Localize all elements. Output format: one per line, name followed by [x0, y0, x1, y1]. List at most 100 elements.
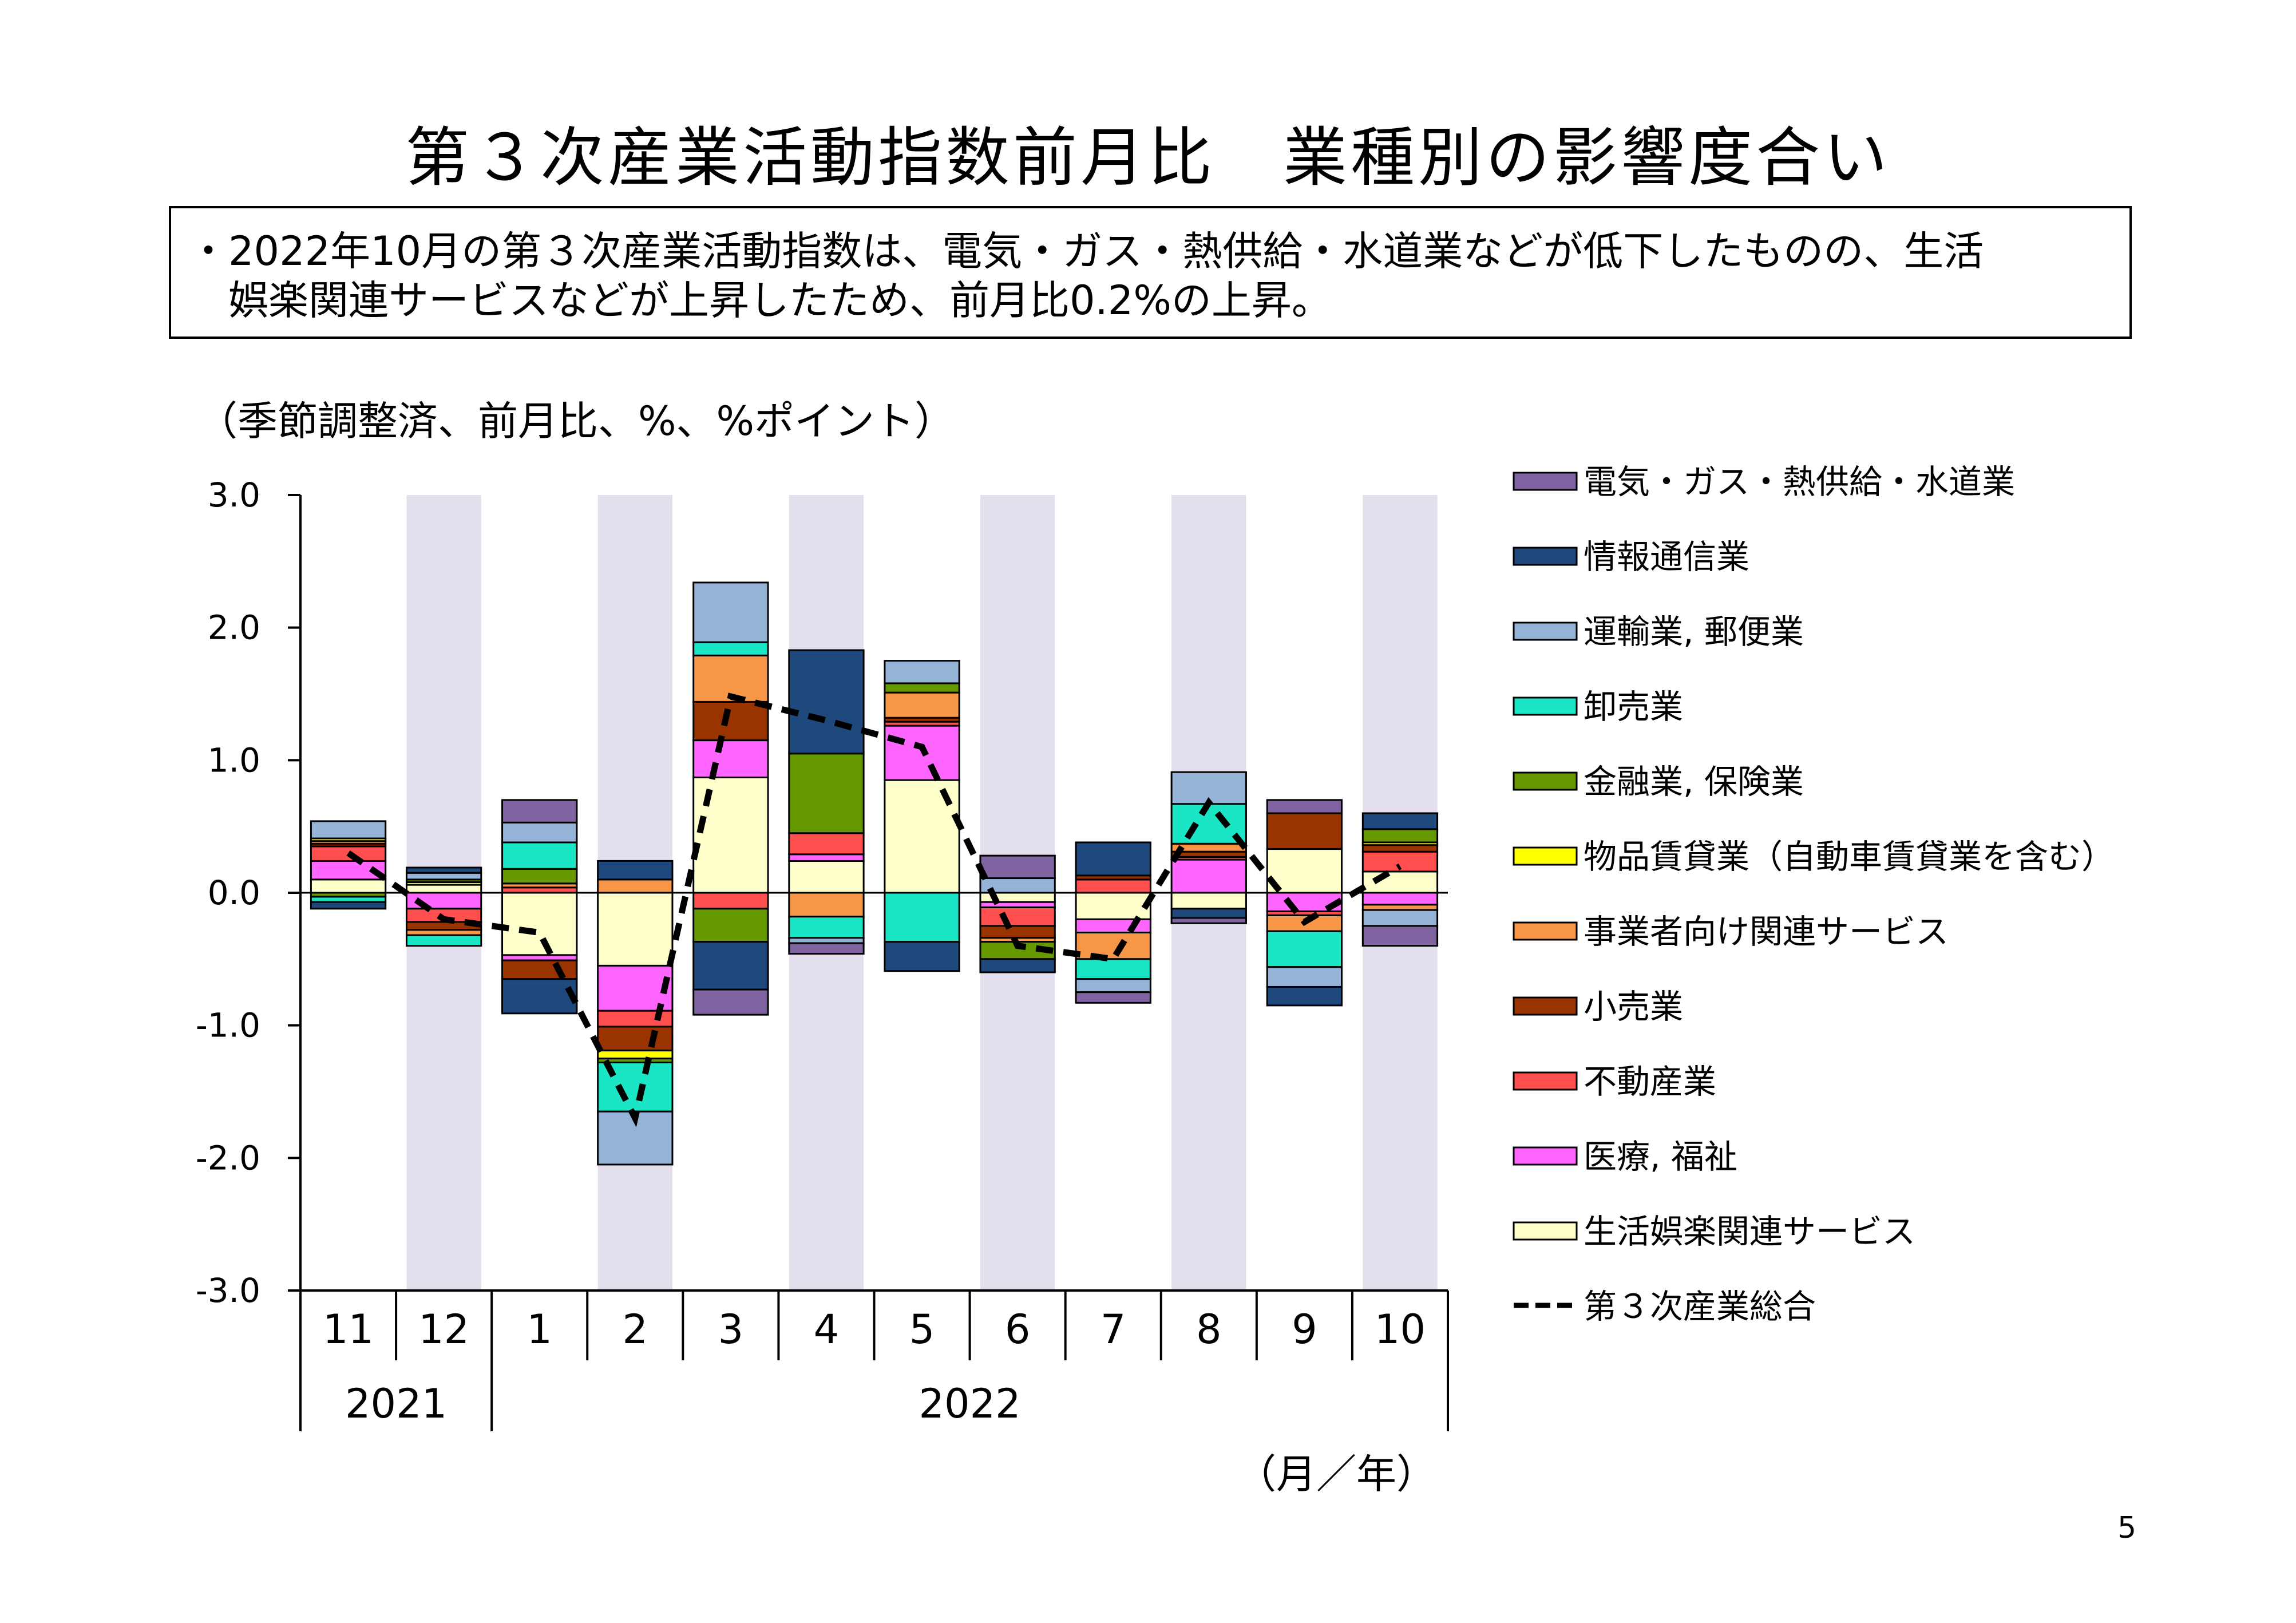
- bar-segment: [597, 1026, 674, 1052]
- legend-label: 卸売業: [1584, 687, 1683, 726]
- bar-segment: [405, 872, 482, 881]
- legend-label: 不動産業: [1584, 1062, 1716, 1101]
- y-tick-label: -2.0: [196, 1138, 260, 1177]
- bar-segment: [1361, 870, 1439, 894]
- bar-segment: [310, 901, 387, 910]
- bar-segment: [979, 958, 1056, 973]
- x-tick-label: 5: [909, 1306, 935, 1353]
- y-tick-label: 1.0: [208, 741, 260, 779]
- legend-swatch: [1513, 921, 1578, 941]
- legend-swatch: [1513, 547, 1578, 566]
- bar-segment: [692, 988, 769, 1016]
- bar-segment: [788, 649, 865, 755]
- bar-segment: [1075, 892, 1151, 920]
- legend-swatch: [1513, 1221, 1578, 1241]
- bar-segment: [1170, 892, 1247, 910]
- legend-label: 電気・ガス・熱供給・水道業: [1584, 462, 2015, 501]
- bar-segment: [501, 959, 578, 980]
- bar-segment: [884, 892, 960, 943]
- bar-segment: [1361, 844, 1439, 853]
- bar-segment: [1170, 917, 1247, 924]
- bar-segment: [1170, 858, 1247, 894]
- bar-segment: [310, 878, 387, 894]
- x-tick-label: 7: [1101, 1306, 1126, 1353]
- legend-label: 第３次産業総合: [1584, 1287, 1816, 1326]
- bar-segment: [597, 964, 674, 1012]
- bar-segment: [1075, 958, 1151, 980]
- bar-segment: [979, 906, 1056, 927]
- page-number: 5: [2117, 1511, 2137, 1545]
- bar-segment: [788, 832, 865, 856]
- y-tick-label: -1.0: [196, 1006, 260, 1045]
- bar-segment: [597, 878, 674, 894]
- legend-swatch: [1513, 846, 1578, 866]
- bar-segment: [1266, 799, 1343, 814]
- legend-label: 生活娯楽関連サービス: [1584, 1212, 1915, 1251]
- bar-segment: [1361, 925, 1439, 947]
- bar-segment: [597, 892, 674, 967]
- bar-segment: [788, 892, 865, 918]
- bar-segment: [692, 908, 769, 943]
- total-line: [346, 692, 1402, 1127]
- bar-segment: [1170, 908, 1247, 919]
- bar-segment: [405, 884, 482, 894]
- bar-segment: [1075, 991, 1151, 1004]
- legend-swatch: [1513, 996, 1578, 1016]
- x-tick-label: 2: [623, 1306, 648, 1353]
- legend-label: 事業者向け関連サービス: [1584, 912, 1949, 951]
- bar-segment: [597, 1050, 674, 1060]
- legend-label: 金融業, 保険業: [1584, 762, 1804, 801]
- bar-segment: [597, 860, 674, 881]
- y-tick-label: 2.0: [208, 608, 260, 647]
- summary-box: ・2022年10月の第３次産業活動指数は、電気・ガス・熱供給・水道業などが低下し…: [169, 206, 2132, 339]
- year-label: 2022: [919, 1380, 1021, 1427]
- year-label: 2021: [345, 1380, 447, 1427]
- bar-segment: [692, 776, 769, 894]
- legend-label: 情報通信業: [1584, 537, 1749, 576]
- bar-segment: [692, 892, 769, 910]
- y-tick-label: 3.0: [208, 476, 260, 514]
- bar-segment: [692, 641, 769, 656]
- bar-segment: [501, 892, 578, 956]
- bar-segment: [692, 654, 769, 703]
- legend-swatch: [1513, 771, 1578, 791]
- bar-segment: [884, 660, 960, 684]
- bar-segment: [1075, 932, 1151, 960]
- bar-segment: [884, 691, 960, 719]
- bar-segment: [501, 841, 578, 870]
- bar-segment: [884, 941, 960, 972]
- bar-segment: [788, 753, 865, 834]
- bar-segment: [1266, 812, 1343, 850]
- legend-label: 物品賃貸業（自動車賃貸業を含む）: [1584, 837, 2115, 876]
- x-tick-label: 8: [1196, 1306, 1222, 1353]
- x-tick-label: 1: [527, 1306, 552, 1353]
- bar-segment: [405, 866, 482, 874]
- bar-segment: [1361, 892, 1439, 906]
- legend-swatch: [1513, 696, 1578, 716]
- x-tick-label: 4: [814, 1306, 840, 1353]
- legend-swatch: [1513, 1071, 1578, 1091]
- bar-segment: [692, 581, 769, 643]
- bar-segment: [1361, 909, 1439, 927]
- bar-segment: [788, 916, 865, 939]
- bar-segment: [1266, 985, 1343, 1007]
- bar-segment: [501, 868, 578, 885]
- bar-segment: [884, 682, 960, 694]
- legend-swatch: [1513, 622, 1578, 641]
- bar-segment: [979, 854, 1056, 880]
- bar-segment: [788, 853, 865, 862]
- bar-segment: [692, 941, 769, 991]
- legend-label: 運輸業, 郵便業: [1584, 612, 1804, 651]
- legend-swatch: [1513, 472, 1578, 491]
- bar-segment: [405, 934, 482, 947]
- x-tick-label: 12: [418, 1306, 469, 1353]
- x-tick-label: 11: [323, 1306, 374, 1353]
- y-tick-label: -3.0: [196, 1271, 260, 1310]
- bar-segment: [1361, 812, 1439, 830]
- bar-segment: [692, 700, 769, 742]
- chart-unit-label: （季節調整済、前月比、%、%ポイント）: [197, 398, 955, 445]
- bar-segment: [979, 925, 1056, 939]
- y-tick-label: 0.0: [208, 873, 260, 912]
- legend-label: 小売業: [1584, 987, 1683, 1026]
